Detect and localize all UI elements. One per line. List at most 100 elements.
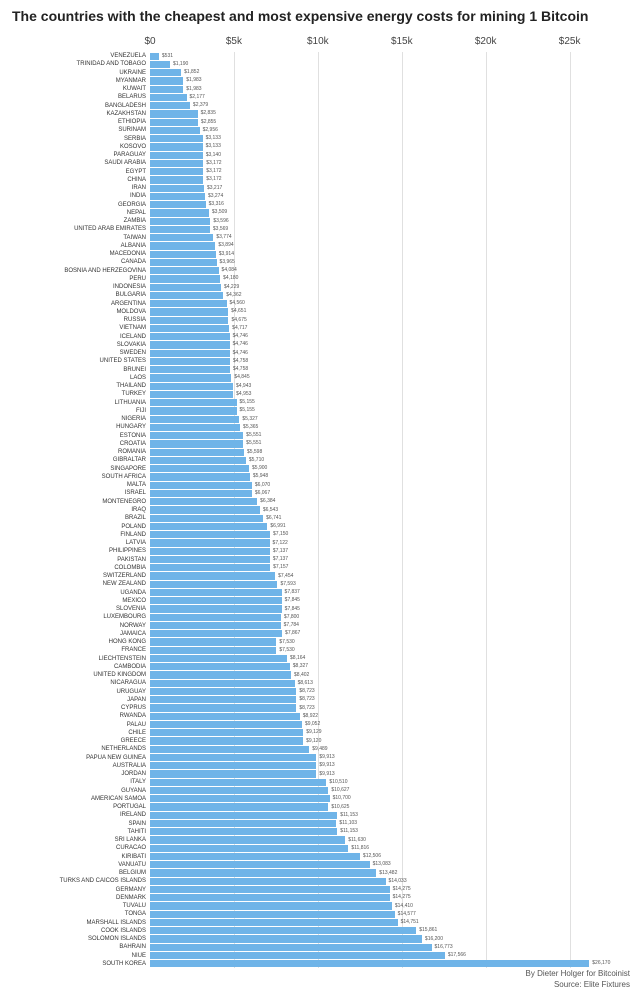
value-label: $6,741 — [266, 516, 281, 521]
value-label: $4,362 — [226, 293, 241, 298]
country-label: MARSHALL ISLANDS — [0, 920, 146, 926]
country-label: PAKISTAN — [0, 557, 146, 563]
country-label: VENEZUELA — [0, 53, 146, 59]
country-label: SLOVAKIA — [0, 342, 146, 348]
bar — [150, 374, 231, 381]
value-label: $2,956 — [203, 128, 218, 133]
country-label: LUXEMBOURG — [0, 614, 146, 620]
bar — [150, 292, 223, 299]
bar — [150, 86, 183, 93]
bar — [150, 861, 370, 868]
value-label: $3,596 — [213, 219, 228, 224]
value-label: $3,774 — [216, 235, 231, 240]
bar — [150, 737, 303, 744]
country-label: LIECHTENSTEIN — [0, 656, 146, 662]
country-label: COOK ISLANDS — [0, 928, 146, 934]
value-label: $7,122 — [273, 541, 288, 546]
country-label: ICELAND — [0, 334, 146, 340]
country-label: MEXICO — [0, 598, 146, 604]
bar — [150, 251, 216, 258]
value-label: $5,948 — [253, 474, 268, 479]
country-label: SOUTH KOREA — [0, 961, 146, 967]
bar — [150, 911, 395, 918]
value-label: $8,723 — [299, 706, 314, 711]
bar — [150, 564, 270, 571]
credit-source: Source: Elite Fixtures — [526, 980, 630, 990]
value-label: $8,327 — [293, 664, 308, 669]
bar — [150, 515, 263, 522]
bar — [150, 275, 220, 282]
country-label: BRAZIL — [0, 515, 146, 521]
bar — [150, 605, 282, 612]
bar — [150, 432, 243, 439]
country-label: SRI LANKA — [0, 837, 146, 843]
value-label: $4,943 — [236, 384, 251, 389]
value-label: $14,577 — [398, 912, 416, 917]
country-label: UNITED STATES — [0, 358, 146, 364]
bar — [150, 333, 230, 340]
bar — [150, 391, 233, 398]
chart-area: $0$5k$10k$15k$20k$25k VENEZUELA$531TRINI… — [0, 38, 640, 968]
bar — [150, 102, 190, 109]
country-label: CAMBODIA — [0, 664, 146, 670]
bar — [150, 927, 416, 934]
value-label: $9,129 — [306, 730, 321, 735]
country-label: FIJI — [0, 408, 146, 414]
country-label: PALAU — [0, 722, 146, 728]
bar — [150, 209, 209, 216]
country-label: GUYANA — [0, 788, 146, 794]
country-label: GERMANY — [0, 887, 146, 893]
value-label: $4,675 — [231, 318, 246, 323]
bar — [150, 119, 198, 126]
country-label: ISRAEL — [0, 490, 146, 496]
bar — [150, 234, 213, 241]
value-label: $2,855 — [201, 120, 216, 125]
bar — [150, 325, 229, 332]
country-label: UNITED KINGDOM — [0, 672, 146, 678]
bar — [150, 721, 302, 728]
country-label: BANGLADESH — [0, 103, 146, 109]
value-label: $14,275 — [393, 895, 411, 900]
bar — [150, 597, 282, 604]
value-label: $8,723 — [299, 689, 314, 694]
country-label: SLOVENIA — [0, 606, 146, 612]
value-label: $7,157 — [273, 565, 288, 570]
country-label: NIGERIA — [0, 416, 146, 422]
value-label: $8,613 — [298, 681, 313, 686]
value-label: $3,172 — [206, 169, 221, 174]
country-label: LATVIA — [0, 540, 146, 546]
value-label: $3,172 — [206, 177, 221, 182]
country-label: JAMAICA — [0, 631, 146, 637]
bar — [150, 358, 230, 365]
value-label: $3,274 — [208, 194, 223, 199]
value-label: $11,816 — [351, 846, 369, 851]
bar — [150, 812, 337, 819]
value-label: $5,900 — [252, 466, 267, 471]
value-label: $10,510 — [329, 780, 347, 785]
value-label: $7,837 — [285, 590, 300, 595]
value-label: $4,953 — [236, 392, 251, 397]
bars-layer: VENEZUELA$531TRINIDAD AND TOBAGO$1,190UK… — [0, 38, 640, 968]
value-label: $4,180 — [223, 276, 238, 281]
bar — [150, 944, 432, 951]
country-label: KAZAKHSTAN — [0, 111, 146, 117]
value-label: $5,598 — [247, 450, 262, 455]
bar — [150, 770, 316, 777]
value-label: $2,379 — [193, 103, 208, 108]
country-label: PARAGUAY — [0, 152, 146, 158]
country-label: KIRIBATI — [0, 854, 146, 860]
country-label: CROATIA — [0, 441, 146, 447]
value-label: $4,746 — [233, 342, 248, 347]
value-label: $11,153 — [340, 829, 358, 834]
country-label: RWANDA — [0, 713, 146, 719]
country-label: INDONESIA — [0, 284, 146, 290]
bar — [150, 630, 282, 637]
bar — [150, 424, 240, 431]
country-label: ROMANIA — [0, 449, 146, 455]
value-label: $8,723 — [299, 697, 314, 702]
value-label: $10,625 — [331, 805, 349, 810]
bar — [150, 69, 181, 76]
value-label: $5,155 — [240, 400, 255, 405]
bar — [150, 135, 203, 142]
bar — [150, 523, 267, 530]
